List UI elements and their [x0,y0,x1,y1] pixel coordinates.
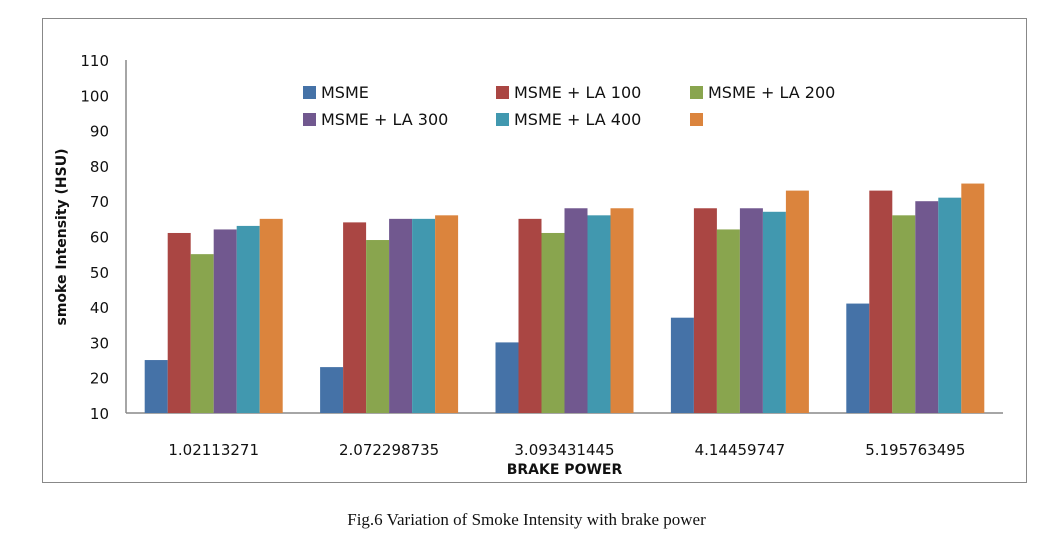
x-tick-label: 5.195763495 [865,441,965,459]
bar-msme-la-300 [389,218,413,413]
legend-swatch [690,113,703,126]
x-tick-label: 1.02113271 [168,441,259,459]
y-tick-label: 50 [90,264,109,282]
bar-msme-la-100 [343,222,367,413]
bar-msme-la-400 [587,215,611,413]
bar-msme-la-200 [716,229,740,413]
bar-msme [144,360,168,413]
legend-label: MSME + LA 200 [708,83,835,102]
bar-msme-la-300 [564,208,588,413]
y-tick-label: 60 [90,229,109,247]
bar-series-6 [435,215,459,413]
legend-label: MSME + LA 100 [514,83,641,102]
bar-msme-la-400 [412,218,436,413]
bar-msme-la-400 [236,225,260,413]
y-tick-label: 80 [90,158,109,176]
figure-caption: Fig.6 Variation of Smoke Intensity with … [347,510,706,529]
bar-msme-la-200 [541,232,565,413]
legend-label: MSME [321,83,369,102]
bar-msme-la-200 [190,254,214,413]
bar-msme-la-100 [693,208,717,413]
bar-msme-la-300 [739,208,763,413]
bar-msme-la-400 [762,211,786,413]
bar-msme-la-200 [892,215,916,413]
x-tick-label: 2.072298735 [339,441,439,459]
bar-msme-la-300 [213,229,237,413]
y-tick-label: 110 [80,52,109,70]
bar-msme-la-100 [167,232,191,413]
bar-msme-la-100 [869,190,893,413]
bar-series-6 [610,208,634,413]
bar-msme [320,367,344,413]
bar-msme [846,303,870,413]
bar-msme [670,317,694,413]
y-tick-label: 20 [90,370,109,388]
y-axis-title: smoke Intensity (HSU) [54,149,70,326]
legend-label: MSME + LA 400 [514,110,641,129]
x-axis-title: BRAKE POWER [507,462,623,478]
y-tick-label: 30 [90,334,109,352]
y-tick-label: 40 [90,299,109,317]
legend-swatch [303,113,316,126]
bar-msme-la-100 [518,218,542,413]
bar-msme [495,342,519,413]
y-tick-label: 90 [90,123,109,141]
legend-swatch [496,86,509,99]
bar-msme-la-300 [915,201,939,413]
bar-chart: 10 20 30 40 50 60 70 80 90 100 110 1.02113271 2.0722… [54,52,1003,478]
chart-frame [42,18,1027,483]
legend-swatch [690,86,703,99]
bar-series-6 [961,183,985,413]
bar-msme-la-200 [366,240,390,413]
y-tick-label: 70 [90,193,109,211]
y-tick-label: 100 [80,87,109,105]
legend-swatch [303,86,316,99]
legend-swatch [496,113,509,126]
bar-msme-la-400 [938,197,962,413]
y-tick-label: 10 [90,405,109,423]
legend-label: MSME + LA 300 [321,110,448,129]
bar-series-6 [259,218,283,413]
bar-series-6 [785,190,809,413]
x-tick-label: 4.14459747 [695,441,786,459]
x-tick-label: 3.093431445 [514,441,614,459]
